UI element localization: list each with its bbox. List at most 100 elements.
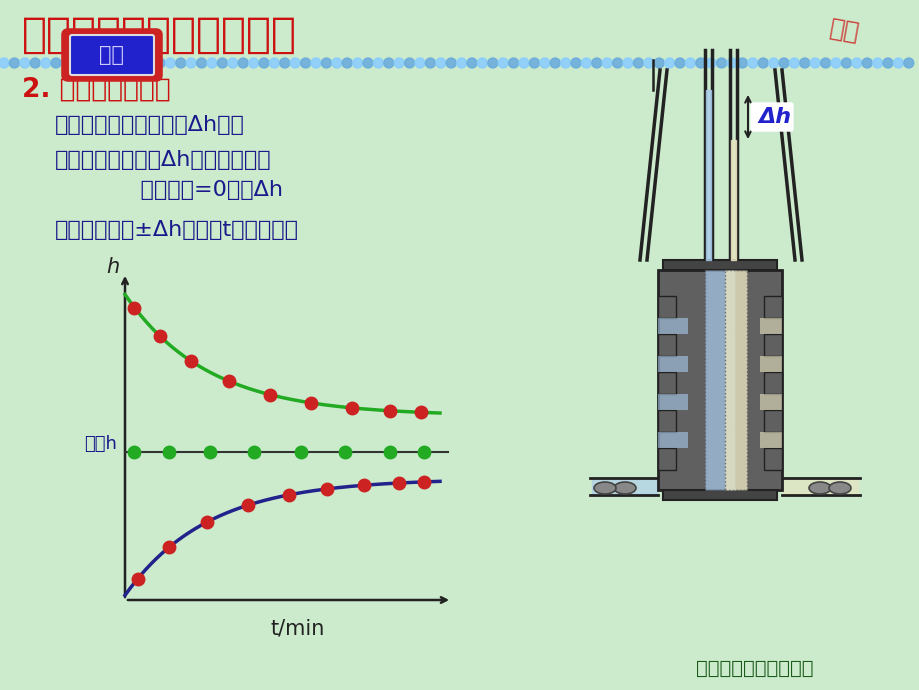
Circle shape	[301, 58, 311, 68]
Text: 2. 渗透压测定方法: 2. 渗透压测定方法	[22, 77, 171, 103]
Text: 升降中点法：±Δh～时间t作图的中点: 升降中点法：±Δh～时间t作图的中点	[55, 220, 299, 240]
Circle shape	[217, 58, 227, 68]
Circle shape	[632, 58, 642, 68]
Bar	[663, 490, 777, 500]
Circle shape	[518, 58, 528, 68]
Circle shape	[373, 58, 383, 68]
Bar	[763, 448, 781, 470]
Circle shape	[103, 58, 113, 68]
Circle shape	[332, 58, 342, 68]
Text: 一．大分子溶液的渗透压: 一．大分子溶液的渗透压	[22, 14, 297, 56]
Circle shape	[861, 58, 871, 68]
Circle shape	[685, 58, 695, 68]
Circle shape	[612, 58, 622, 68]
Circle shape	[134, 58, 144, 68]
Circle shape	[675, 58, 685, 68]
Bar	[759, 318, 781, 334]
Circle shape	[716, 58, 726, 68]
Bar	[759, 356, 781, 372]
Circle shape	[352, 58, 362, 68]
Circle shape	[72, 58, 82, 68]
Bar	[704, 270, 734, 490]
Bar	[657, 394, 687, 410]
Bar	[759, 432, 781, 448]
Bar	[657, 296, 675, 318]
Circle shape	[799, 58, 809, 68]
Circle shape	[62, 58, 72, 68]
Circle shape	[20, 58, 29, 68]
Circle shape	[643, 58, 653, 68]
Circle shape	[477, 58, 487, 68]
Circle shape	[321, 58, 331, 68]
Circle shape	[228, 58, 237, 68]
Circle shape	[30, 58, 40, 68]
Circle shape	[737, 58, 746, 68]
Circle shape	[664, 58, 674, 68]
Bar	[759, 394, 781, 410]
FancyBboxPatch shape	[70, 35, 153, 75]
Circle shape	[757, 58, 767, 68]
Text: 渗透平衡法：由平衡时Δh计算: 渗透平衡法：由平衡时Δh计算	[55, 115, 244, 135]
Circle shape	[539, 58, 550, 68]
Circle shape	[871, 58, 881, 68]
Circle shape	[467, 58, 476, 68]
Circle shape	[186, 58, 196, 68]
Circle shape	[456, 58, 466, 68]
Circle shape	[653, 58, 664, 68]
Text: 返回: 返回	[99, 45, 124, 65]
Circle shape	[363, 58, 372, 68]
Circle shape	[197, 58, 207, 68]
Circle shape	[93, 58, 103, 68]
Bar	[763, 334, 781, 356]
Circle shape	[550, 58, 560, 68]
Text: 外推速率=0时的Δh: 外推速率=0时的Δh	[55, 180, 283, 200]
Circle shape	[726, 58, 736, 68]
Bar	[657, 448, 675, 470]
Circle shape	[778, 58, 789, 68]
Circle shape	[238, 58, 248, 68]
Circle shape	[902, 58, 913, 68]
Bar	[657, 270, 781, 490]
Circle shape	[0, 58, 9, 68]
Bar	[763, 372, 781, 394]
Circle shape	[289, 58, 300, 68]
Ellipse shape	[828, 482, 850, 494]
Ellipse shape	[613, 482, 635, 494]
Circle shape	[165, 58, 176, 68]
Bar	[657, 318, 687, 334]
Circle shape	[622, 58, 632, 68]
Circle shape	[602, 58, 611, 68]
Circle shape	[591, 58, 601, 68]
Circle shape	[695, 58, 705, 68]
Circle shape	[508, 58, 518, 68]
Text: 速率终点法：初始Δh～速率作图，: 速率终点法：初始Δh～速率作图，	[55, 150, 271, 170]
Circle shape	[113, 58, 123, 68]
Circle shape	[279, 58, 289, 68]
Circle shape	[9, 58, 19, 68]
Text: h: h	[107, 257, 119, 277]
Circle shape	[207, 58, 217, 68]
Circle shape	[789, 58, 799, 68]
Circle shape	[487, 58, 497, 68]
Bar	[657, 410, 675, 432]
Circle shape	[311, 58, 321, 68]
Circle shape	[259, 58, 268, 68]
FancyBboxPatch shape	[64, 31, 160, 79]
Circle shape	[51, 58, 61, 68]
Circle shape	[124, 58, 133, 68]
Circle shape	[706, 58, 715, 68]
Circle shape	[176, 58, 186, 68]
Circle shape	[571, 58, 581, 68]
Circle shape	[767, 58, 777, 68]
Bar	[657, 356, 687, 372]
Circle shape	[528, 58, 539, 68]
Circle shape	[841, 58, 850, 68]
Bar	[657, 432, 687, 448]
Circle shape	[82, 58, 92, 68]
Circle shape	[810, 58, 820, 68]
Bar	[763, 410, 781, 432]
Text: t/min: t/min	[270, 618, 324, 638]
Circle shape	[581, 58, 591, 68]
Ellipse shape	[594, 482, 616, 494]
Circle shape	[425, 58, 435, 68]
